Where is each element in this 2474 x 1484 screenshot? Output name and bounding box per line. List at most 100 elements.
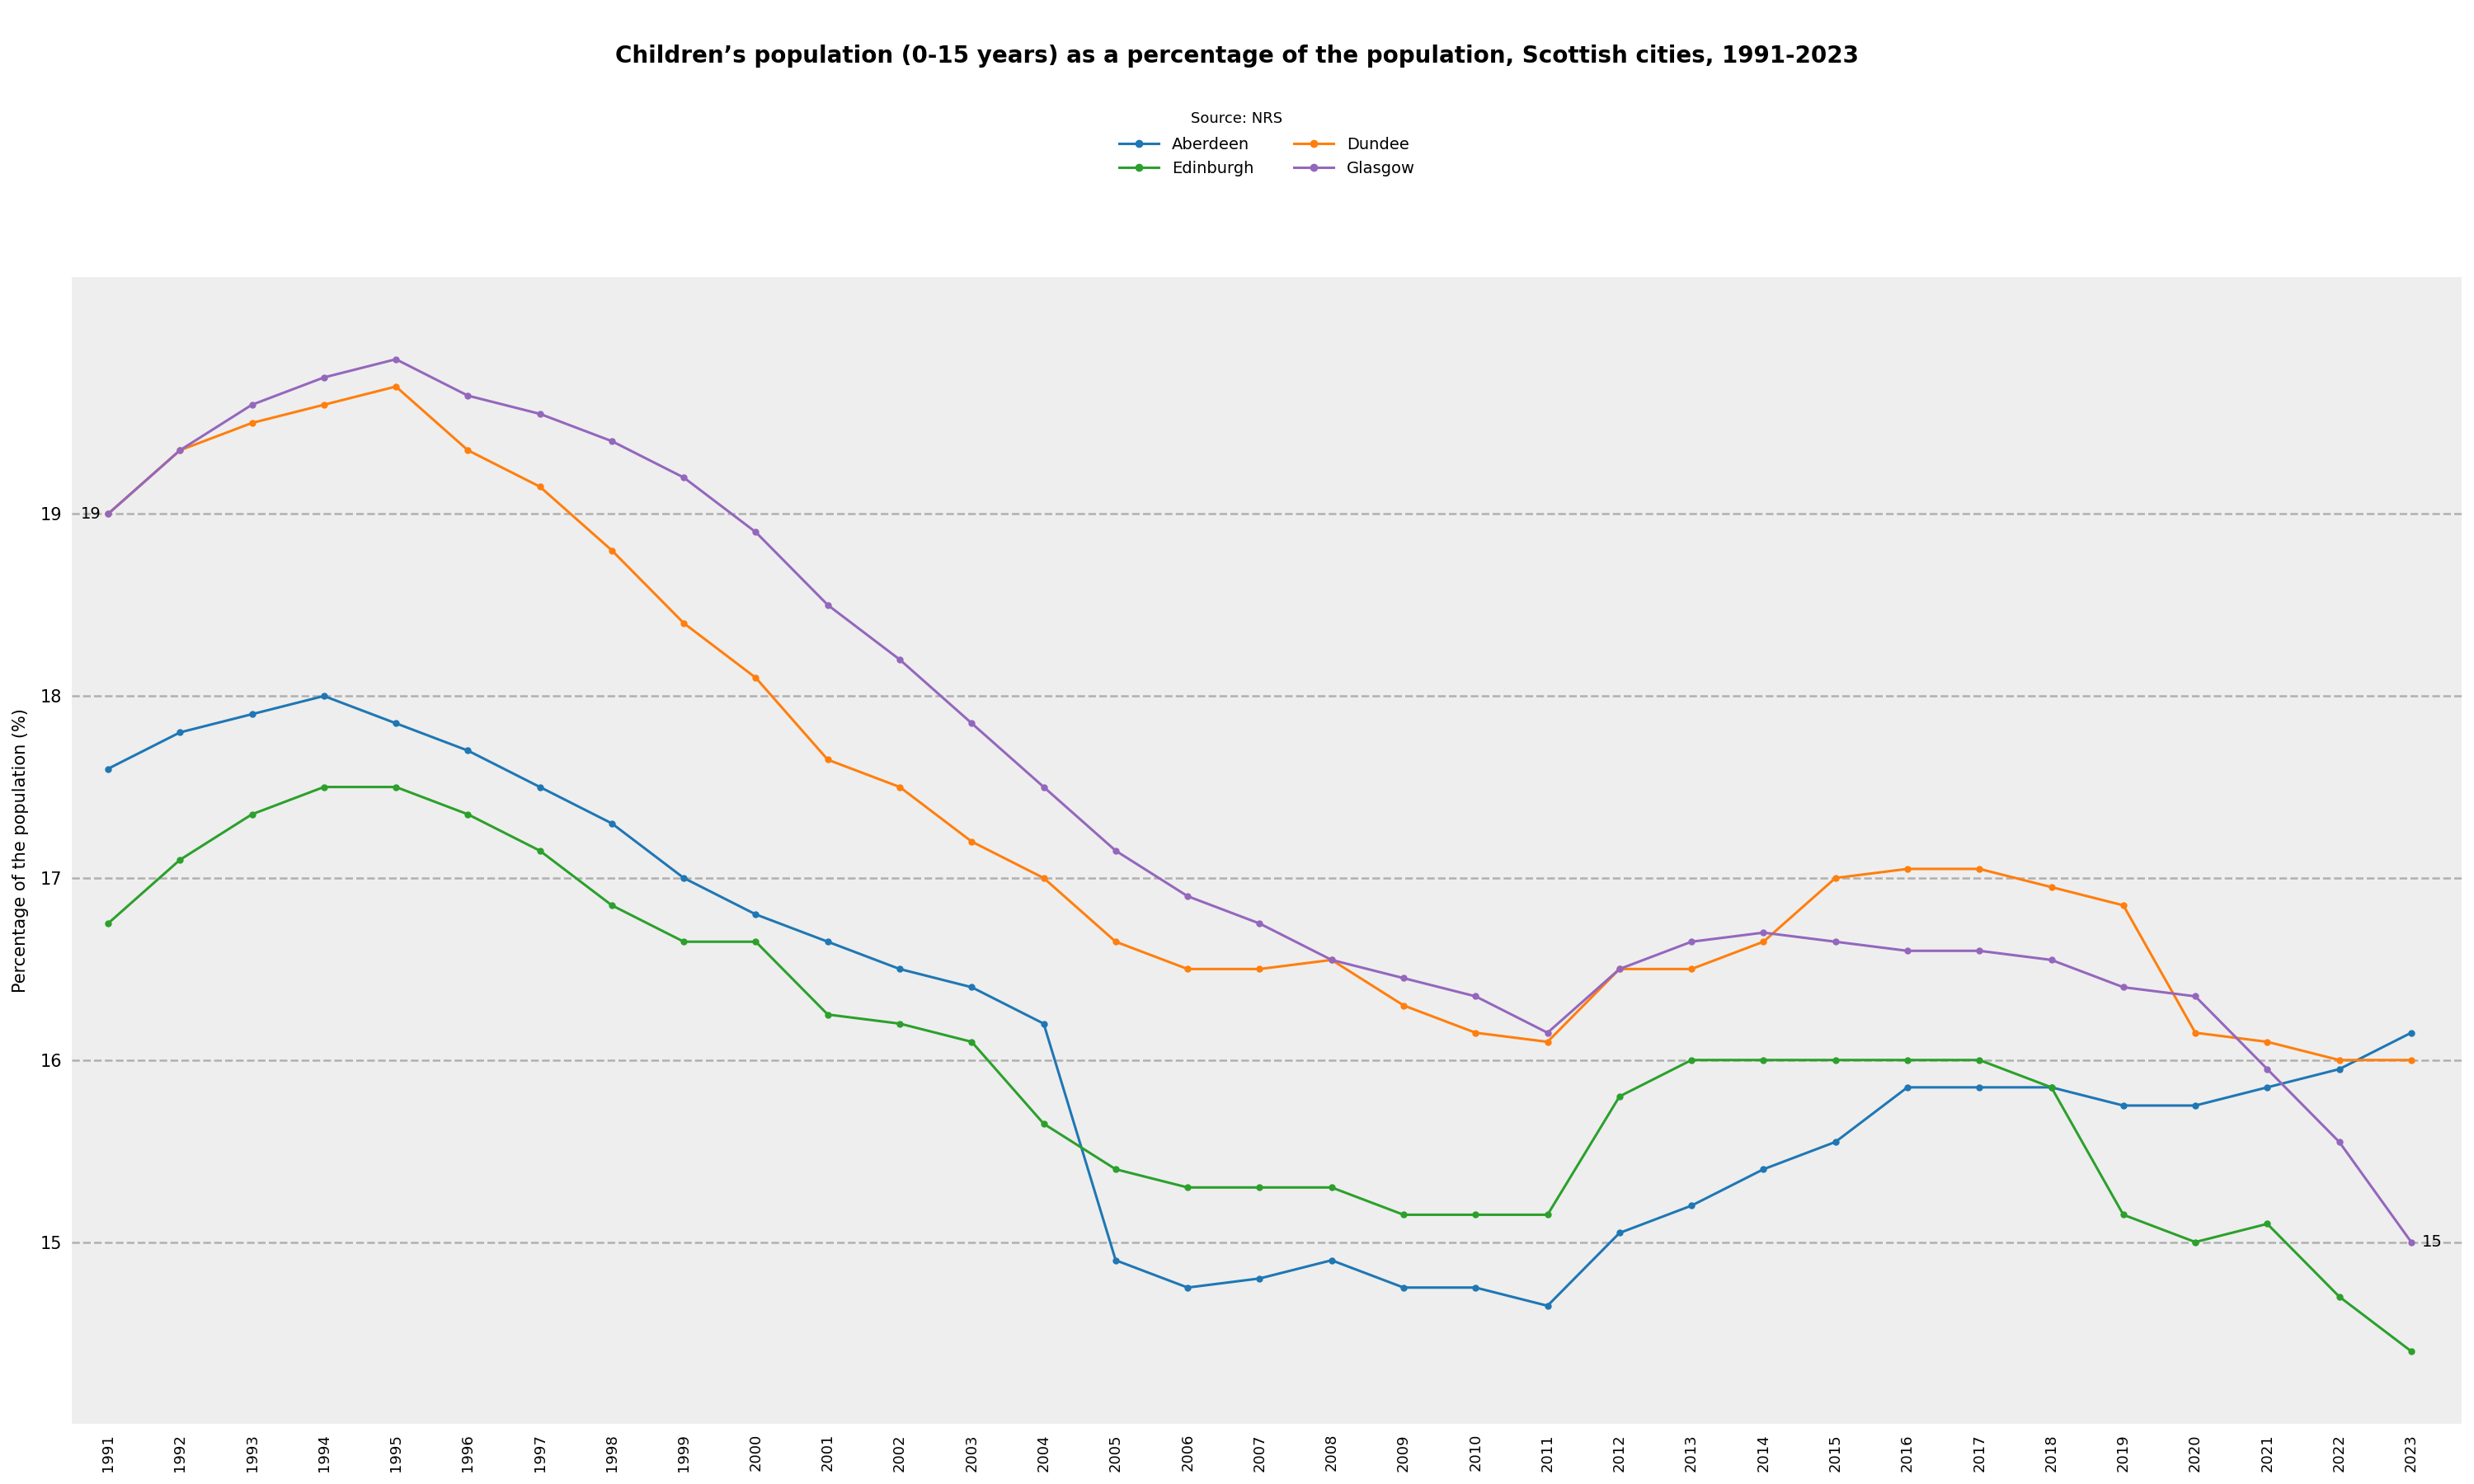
Dundee [1101,933,1131,951]
Edinburgh [740,933,769,951]
Line: Dundee: Dundee [104,384,2415,1063]
Glasgow [1173,887,1202,905]
Glasgow [814,597,844,614]
Dundee [2036,879,2066,896]
Edinburgh [1029,1114,1059,1132]
Edinburgh [1244,1178,1274,1196]
Aberdeen [2180,1097,2209,1114]
Dundee [1244,960,1274,978]
Edinburgh [886,1015,915,1033]
Edinburgh [1460,1206,1489,1224]
Aberdeen [1101,1251,1131,1269]
Line: Glasgow: Glasgow [104,356,2415,1245]
Aberdeen [1749,1160,1779,1178]
Aberdeen [886,960,915,978]
Glasgow [1244,914,1274,932]
Glasgow [1460,987,1489,1005]
Aberdeen [2251,1079,2281,1097]
Dundee [1821,870,1851,887]
Dundee [668,614,698,632]
Aberdeen [2326,1060,2355,1077]
Dundee [2180,1024,2209,1042]
Glasgow [740,524,769,542]
Aberdeen [94,760,124,778]
Dundee [166,441,195,459]
Glasgow [2180,987,2209,1005]
Edinburgh [1173,1178,1202,1196]
Text: 19: 19 [79,506,101,522]
Line: Edinburgh: Edinburgh [104,784,2415,1353]
Edinburgh [524,841,554,859]
Line: Aberdeen: Aberdeen [104,693,2415,1309]
Edinburgh [2108,1206,2138,1224]
Glasgow [1606,960,1635,978]
Edinburgh [1316,1178,1346,1196]
Aberdeen [166,724,195,742]
Aberdeen [814,933,844,951]
Dundee [1606,960,1635,978]
Dundee [886,778,915,795]
Dundee [1460,1024,1489,1042]
Aberdeen [309,687,339,705]
Aberdeen [1964,1079,1994,1097]
Glasgow [309,368,339,386]
Glasgow [1388,969,1418,987]
Aberdeen [2397,1024,2427,1042]
Aberdeen [524,778,554,795]
Dundee [814,751,844,769]
Glasgow [1893,942,1922,960]
Edinburgh [309,778,339,795]
Dundee [596,542,626,559]
Edinburgh [166,850,195,868]
Glasgow [1101,841,1131,859]
Edinburgh [2180,1233,2209,1251]
Glasgow [2326,1134,2355,1152]
Edinburgh [94,914,124,932]
Dundee [1029,870,1059,887]
Glasgow [596,432,626,450]
Dundee [2251,1033,2281,1051]
Aberdeen [238,705,267,723]
Edinburgh [2036,1079,2066,1097]
Dundee [94,505,124,522]
Glasgow [2251,1060,2281,1077]
Aberdeen [1534,1297,1564,1315]
Dundee [1388,997,1418,1015]
Dundee [1677,960,1707,978]
Glasgow [166,441,195,459]
Text: 15: 15 [2422,1235,2442,1250]
Glasgow [1821,933,1851,951]
Aberdeen [1173,1279,1202,1297]
Dundee [740,669,769,687]
Glasgow [524,405,554,423]
Glasgow [2036,951,2066,969]
Edinburgh [238,806,267,824]
Legend: Aberdeen, Edinburgh, Dundee, Glasgow: Aberdeen, Edinburgh, Dundee, Glasgow [1113,131,1423,183]
Aberdeen [1821,1134,1851,1152]
Aberdeen [2036,1079,2066,1097]
Edinburgh [957,1033,987,1051]
Dundee [2397,1051,2427,1068]
Glasgow [1677,933,1707,951]
Dundee [2108,896,2138,914]
Edinburgh [381,778,411,795]
Edinburgh [1821,1051,1851,1068]
Glasgow [1749,923,1779,941]
Edinburgh [2326,1288,2355,1306]
Aberdeen [1316,1251,1346,1269]
Aberdeen [1244,1269,1274,1287]
Edinburgh [2251,1215,2281,1233]
Dundee [1893,861,1922,879]
Glasgow [886,650,915,668]
Edinburgh [1101,1160,1131,1178]
Glasgow [94,505,124,522]
Aberdeen [2108,1097,2138,1114]
Glasgow [1964,942,1994,960]
Edinburgh [1893,1051,1922,1068]
Text: Children’s population (0-15 years) as a percentage of the population, Scottish c: Children’s population (0-15 years) as a … [616,45,1858,68]
Y-axis label: Percentage of the population (%): Percentage of the population (%) [12,708,30,993]
Dundee [1173,960,1202,978]
Dundee [381,377,411,395]
Aberdeen [957,978,987,996]
Edinburgh [814,1006,844,1024]
